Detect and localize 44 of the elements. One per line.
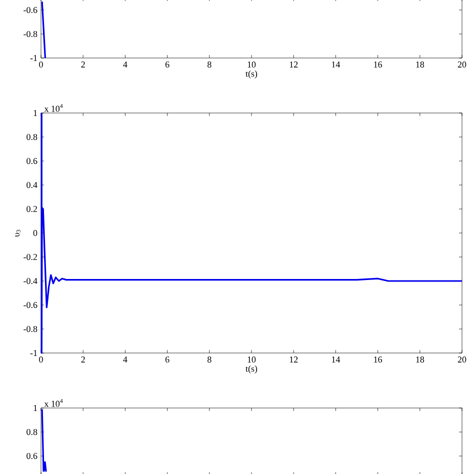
x-tick-label: 20 — [458, 356, 466, 363]
y-tick-label: 0.6 — [26, 452, 38, 460]
y-tick-label: -0.8 — [24, 326, 38, 332]
x-tick-label: 10 — [248, 62, 256, 68]
x-tick-label: 0 — [39, 62, 43, 68]
text: x 10$^{4}$ — [44, 398, 63, 407]
x-tick-label: 4 — [123, 356, 128, 362]
x-tick-label: 10 — [248, 356, 256, 363]
x-tick-label: 18 — [416, 62, 424, 68]
x-tick-label: 0 — [39, 356, 43, 363]
x-tick-label: 20 — [458, 62, 466, 68]
x-tick-label: 8 — [208, 62, 212, 68]
x-tick-label: 4 — [123, 62, 128, 68]
y-tick-label: -0.4 — [24, 278, 38, 284]
x-tick-label: 16 — [374, 62, 382, 68]
y-tick-label: -0.2 — [24, 254, 37, 260]
y-tick-label: 0.8 — [26, 428, 38, 436]
x-tick-label: 14 — [332, 62, 340, 68]
x-tick-label: 2 — [81, 62, 85, 68]
x-tick-label: 2 — [81, 356, 85, 362]
x-axis-title: t(s) — [246, 365, 258, 374]
y-tick-label: -0.6 — [24, 302, 38, 308]
x-tick-label: 14 — [332, 356, 340, 362]
y-tick-label: 0.4 — [26, 182, 38, 188]
x-axis-title: t(s) — [246, 70, 258, 79]
x-tick-label: 8 — [208, 356, 212, 363]
x-tick-label: 12 — [290, 62, 298, 68]
x-tick-label: 16 — [374, 356, 382, 363]
text: x 10$^{4}$ — [44, 104, 63, 112]
y-tick-label: -1 — [30, 350, 37, 356]
y-tick-label: -0.6 — [24, 6, 38, 14]
y-tick-label: 0.8 — [26, 134, 38, 140]
y-tick-label: -1 — [30, 55, 37, 61]
y-tick-label: 1 — [34, 405, 37, 411]
x-tick-label: 18 — [416, 356, 424, 363]
y-tick-label: 1 — [34, 110, 37, 116]
y-axis-title: υ$_{3}$ — [15, 230, 20, 237]
x-tick-label: 12 — [290, 356, 298, 362]
x-tick-label: 6 — [165, 62, 170, 68]
y-tick-label: -0.8 — [24, 30, 38, 38]
y-tick-label: 0.2 — [26, 206, 37, 212]
x-tick-label: 6 — [165, 356, 170, 363]
y-tick-label: 0.6 — [26, 158, 38, 164]
y-tick-label: 0 — [33, 230, 38, 236]
